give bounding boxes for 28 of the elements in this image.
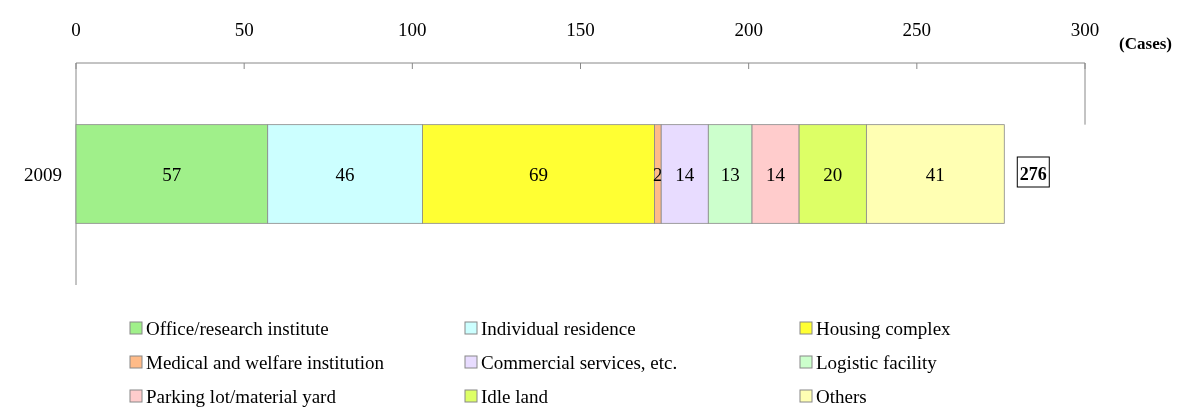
- x-tick-label: 100: [398, 19, 427, 40]
- x-tick-label: 200: [734, 19, 763, 40]
- data-label: 57: [162, 164, 182, 185]
- legend-label: Idle land: [481, 386, 549, 407]
- data-label: 20: [823, 164, 843, 185]
- y-tick-label: 2009: [24, 164, 62, 185]
- legend-label: Commercial services, etc.: [481, 352, 678, 373]
- data-label: 69: [528, 164, 548, 185]
- legend-label: Others: [816, 386, 867, 407]
- legend-label: Medical and welfare institution: [146, 352, 385, 373]
- data-label: 13: [720, 164, 740, 185]
- data-label: 46: [335, 164, 355, 185]
- x-axis-title: (Cases): [1119, 34, 1172, 53]
- legend-label: Office/research institute: [146, 318, 329, 339]
- legend-label: Individual residence: [481, 318, 636, 339]
- data-label: 41: [925, 164, 945, 185]
- total-label: 276: [1019, 164, 1047, 184]
- legend-label: Logistic facility: [816, 352, 938, 373]
- data-label: 14: [766, 164, 786, 185]
- x-tick-label: 300: [1070, 19, 1100, 40]
- x-tick-label: 0: [71, 19, 81, 40]
- legend-label: Housing complex: [816, 318, 952, 339]
- x-tick-label: 50: [234, 19, 254, 40]
- data-label: 2: [653, 164, 663, 185]
- legend-label: Parking lot/material yard: [146, 386, 337, 407]
- x-tick-label: 250: [902, 19, 932, 40]
- x-tick-label: 150: [566, 19, 595, 40]
- data-label: 14: [675, 164, 695, 185]
